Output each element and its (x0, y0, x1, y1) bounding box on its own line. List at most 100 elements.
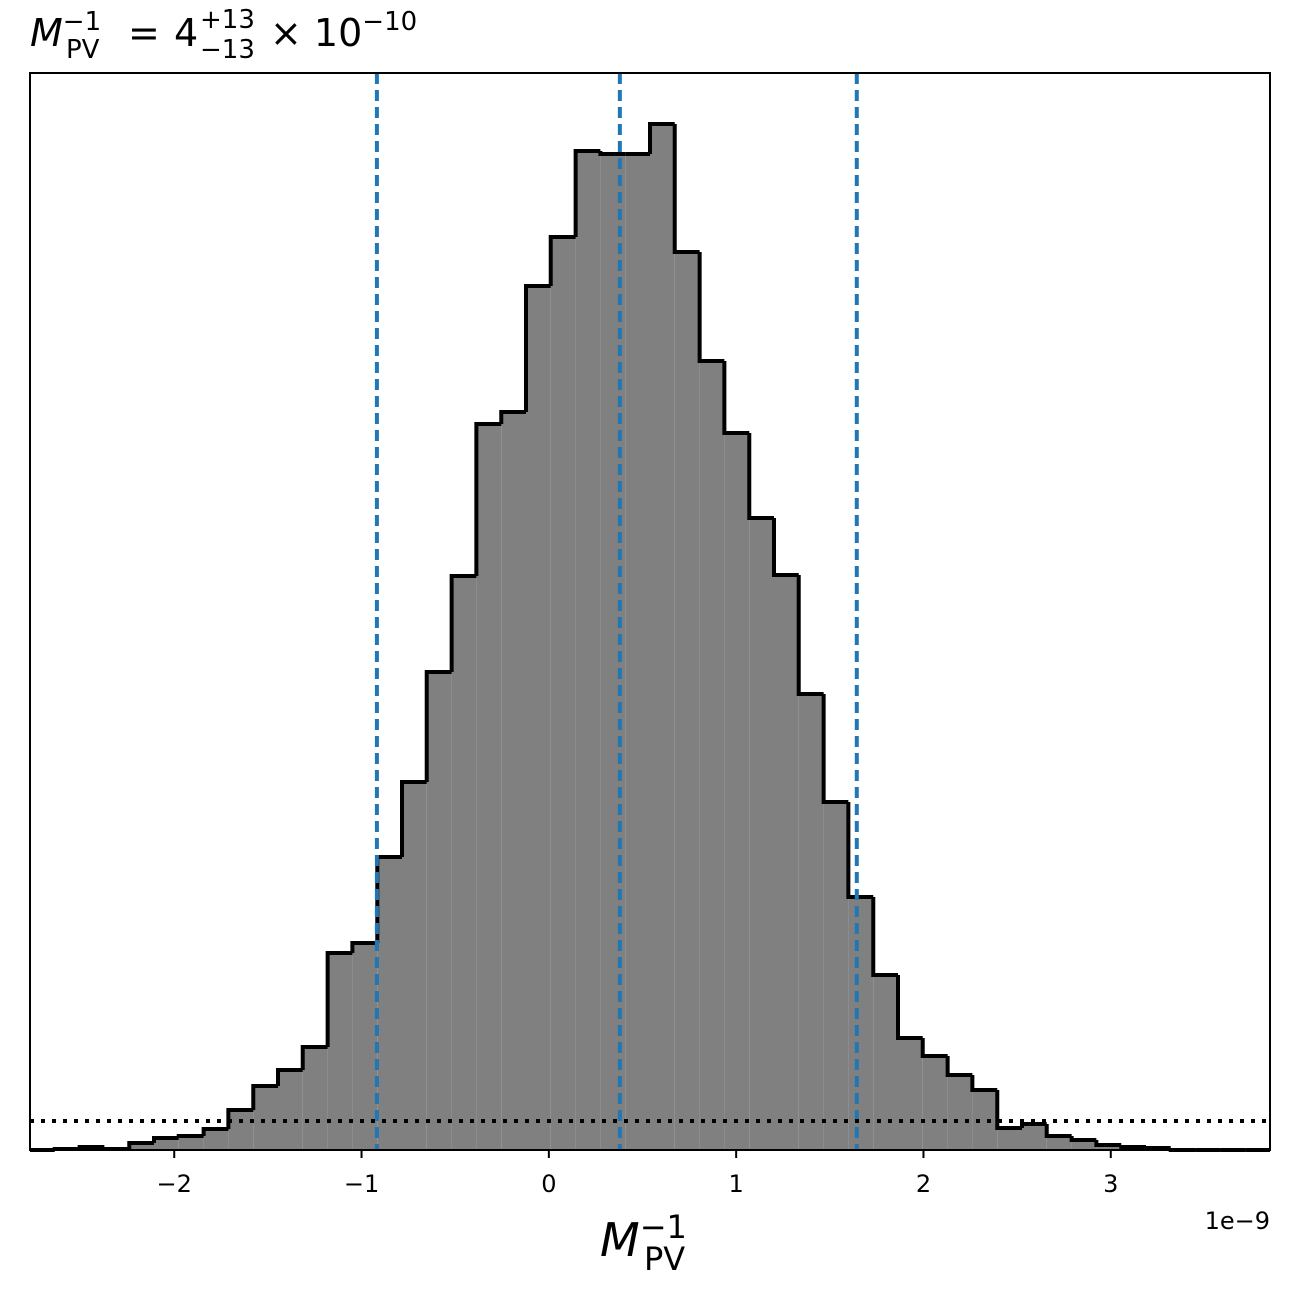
bar (278, 1070, 303, 1150)
x-tick-label: 0 (541, 1170, 556, 1198)
x-tick-label: 2 (916, 1170, 931, 1198)
bar-edge (747, 433, 774, 520)
bar-edge (325, 951, 353, 1047)
bar (1046, 1136, 1072, 1150)
bar (1071, 1140, 1097, 1150)
bar (526, 286, 551, 1150)
title-equals: = (128, 11, 160, 55)
bar (749, 518, 774, 1150)
bar-edge (251, 1084, 278, 1110)
xlabel-subscript: PV (644, 1240, 685, 1278)
bar-edge (1020, 1122, 1047, 1128)
bar (873, 975, 898, 1150)
title-minus: −13 (200, 35, 255, 65)
bar (129, 1143, 154, 1150)
bar (228, 1110, 254, 1150)
bar (476, 424, 502, 1150)
bar (674, 252, 700, 1150)
bar-edge (102, 1147, 130, 1151)
bar (550, 237, 576, 1150)
bar-edge (1069, 1136, 1097, 1142)
title-plus: +13 (200, 5, 255, 35)
bar-edge (548, 235, 576, 286)
bar (1096, 1145, 1122, 1150)
bar (154, 1138, 179, 1150)
bar-edge (970, 1075, 998, 1092)
bar (426, 672, 452, 1150)
bar (699, 361, 725, 1150)
bar (302, 1047, 328, 1150)
bar (402, 782, 427, 1150)
bar-edge (598, 151, 626, 156)
bar-edge (1144, 1146, 1171, 1150)
bar-edge (995, 1090, 1022, 1130)
bar-edge (1119, 1145, 1146, 1149)
bar-edge (772, 518, 799, 577)
bar (798, 694, 824, 1150)
bar (253, 1086, 278, 1150)
bar (774, 575, 799, 1150)
bar (922, 1056, 948, 1150)
x-axis-label: M−1 PV (600, 1208, 687, 1278)
bar (848, 897, 874, 1150)
bar (997, 1128, 1022, 1150)
bar-edge (672, 124, 700, 254)
bar (451, 576, 477, 1150)
bar-edge (1044, 1124, 1072, 1138)
bar-edge (1094, 1140, 1122, 1147)
bar (650, 124, 675, 1150)
bar (203, 1129, 229, 1150)
x-offset-label: 1e−9 (1205, 1207, 1270, 1235)
bar (377, 857, 402, 1150)
bar-edge (846, 802, 874, 899)
bar (898, 1038, 923, 1150)
xlabel-superscript: −1 (640, 1208, 687, 1246)
title-value: 4 (174, 11, 198, 55)
bar-edge (920, 1038, 948, 1058)
bar-edge (821, 694, 849, 804)
bar (575, 151, 601, 1150)
bar (625, 154, 650, 1150)
bar-edge (945, 1056, 973, 1077)
bar (823, 802, 849, 1150)
bar (327, 953, 353, 1150)
bar-edge (127, 1141, 154, 1149)
bar-edge (201, 1127, 229, 1136)
bar-edge (474, 422, 502, 576)
bar-edge (176, 1134, 204, 1138)
bar-edge (152, 1136, 179, 1143)
x-tick-label: −1 (344, 1170, 379, 1198)
bar (501, 412, 526, 1150)
title-times: × 10 (270, 11, 362, 55)
bar-edge (648, 122, 675, 154)
x-tick-label: −2 (157, 1170, 192, 1198)
x-tick-label: 1 (729, 1170, 744, 1198)
bar-edge (400, 780, 427, 857)
x-tick-label: 3 (1103, 1170, 1118, 1198)
bar-edge (871, 897, 898, 977)
bar-edge (276, 1068, 303, 1086)
bar (1022, 1124, 1047, 1150)
bar (724, 433, 750, 1150)
title-symbol: M (30, 11, 63, 55)
bar-edge (896, 975, 923, 1040)
plot-frame (29, 72, 1271, 1151)
xlabel-symbol: M (600, 1213, 640, 1267)
bar-edge (499, 410, 526, 424)
title-exponent: −10 (362, 7, 417, 37)
bar-edge (796, 575, 824, 696)
bar-edge (449, 574, 477, 672)
bar-edge (77, 1145, 105, 1149)
title-superscript: −1 (63, 7, 101, 37)
bar-edge (722, 361, 750, 435)
title-subscript: PV (66, 35, 100, 65)
bar (178, 1136, 204, 1150)
bar-edge (697, 252, 725, 363)
bar-edge (350, 941, 378, 953)
bar-edge (524, 284, 551, 412)
bar-edge (300, 1045, 328, 1070)
bar-edge (573, 149, 601, 237)
chart-title: M−1 PV = 4+13 −13 × 10−10 (30, 5, 417, 65)
bar (947, 1075, 973, 1150)
